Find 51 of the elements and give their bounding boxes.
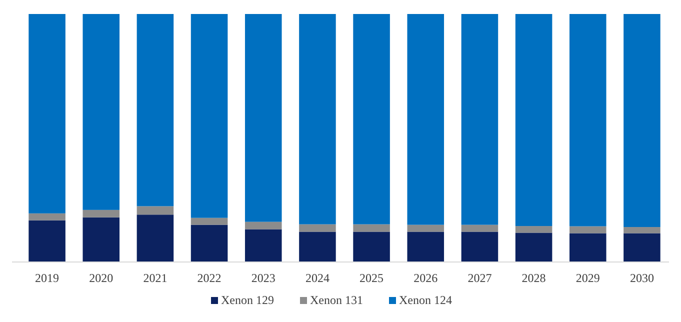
x-tick-label: 2024 — [305, 271, 330, 285]
bar — [515, 232, 552, 262]
bar — [28, 220, 66, 262]
bar — [299, 232, 336, 262]
bar — [190, 14, 228, 218]
x-tick-label: 2029 — [576, 271, 600, 285]
bar — [28, 213, 66, 220]
x-tick-label: 2023 — [251, 271, 276, 285]
bar — [136, 214, 174, 262]
x-tick-label: 2025 — [360, 271, 384, 285]
bar — [190, 224, 228, 262]
x-tick-label: 2028 — [522, 271, 546, 285]
bar — [407, 232, 444, 262]
bar — [353, 14, 390, 224]
bar — [136, 206, 174, 215]
bar — [461, 224, 498, 232]
bar — [407, 14, 444, 225]
bar — [136, 14, 174, 206]
x-tick-label: 2022 — [197, 271, 222, 285]
bar — [407, 224, 444, 232]
legend-label: Xenon 129 — [221, 293, 274, 307]
legend-label: Xenon 124 — [399, 293, 452, 307]
bar — [461, 232, 498, 262]
bar — [244, 222, 282, 230]
bar — [244, 229, 282, 262]
bar — [299, 224, 336, 232]
bar — [28, 14, 66, 214]
bar — [624, 14, 660, 228]
bar — [569, 226, 606, 234]
x-tick-label: 2020 — [89, 271, 114, 285]
x-tick-label: 2026 — [414, 271, 438, 285]
bar — [244, 14, 282, 222]
bar — [299, 14, 336, 224]
bar — [461, 14, 498, 225]
bar — [569, 14, 606, 226]
bar — [190, 218, 228, 225]
bar — [82, 14, 120, 210]
x-tick-label: 2027 — [468, 271, 492, 285]
bar — [82, 217, 120, 262]
x-tick-label: 2021 — [143, 271, 168, 285]
bar — [515, 226, 552, 233]
bar — [624, 227, 660, 234]
bar — [515, 14, 552, 226]
legend-label: Xenon 131 — [310, 293, 363, 307]
x-tick-label: 2019 — [35, 271, 60, 285]
x-tick-label: 2030 — [630, 271, 654, 285]
bar — [353, 232, 390, 262]
bar — [353, 224, 390, 232]
bar — [82, 210, 120, 218]
bar — [569, 233, 606, 262]
bar — [624, 233, 660, 262]
